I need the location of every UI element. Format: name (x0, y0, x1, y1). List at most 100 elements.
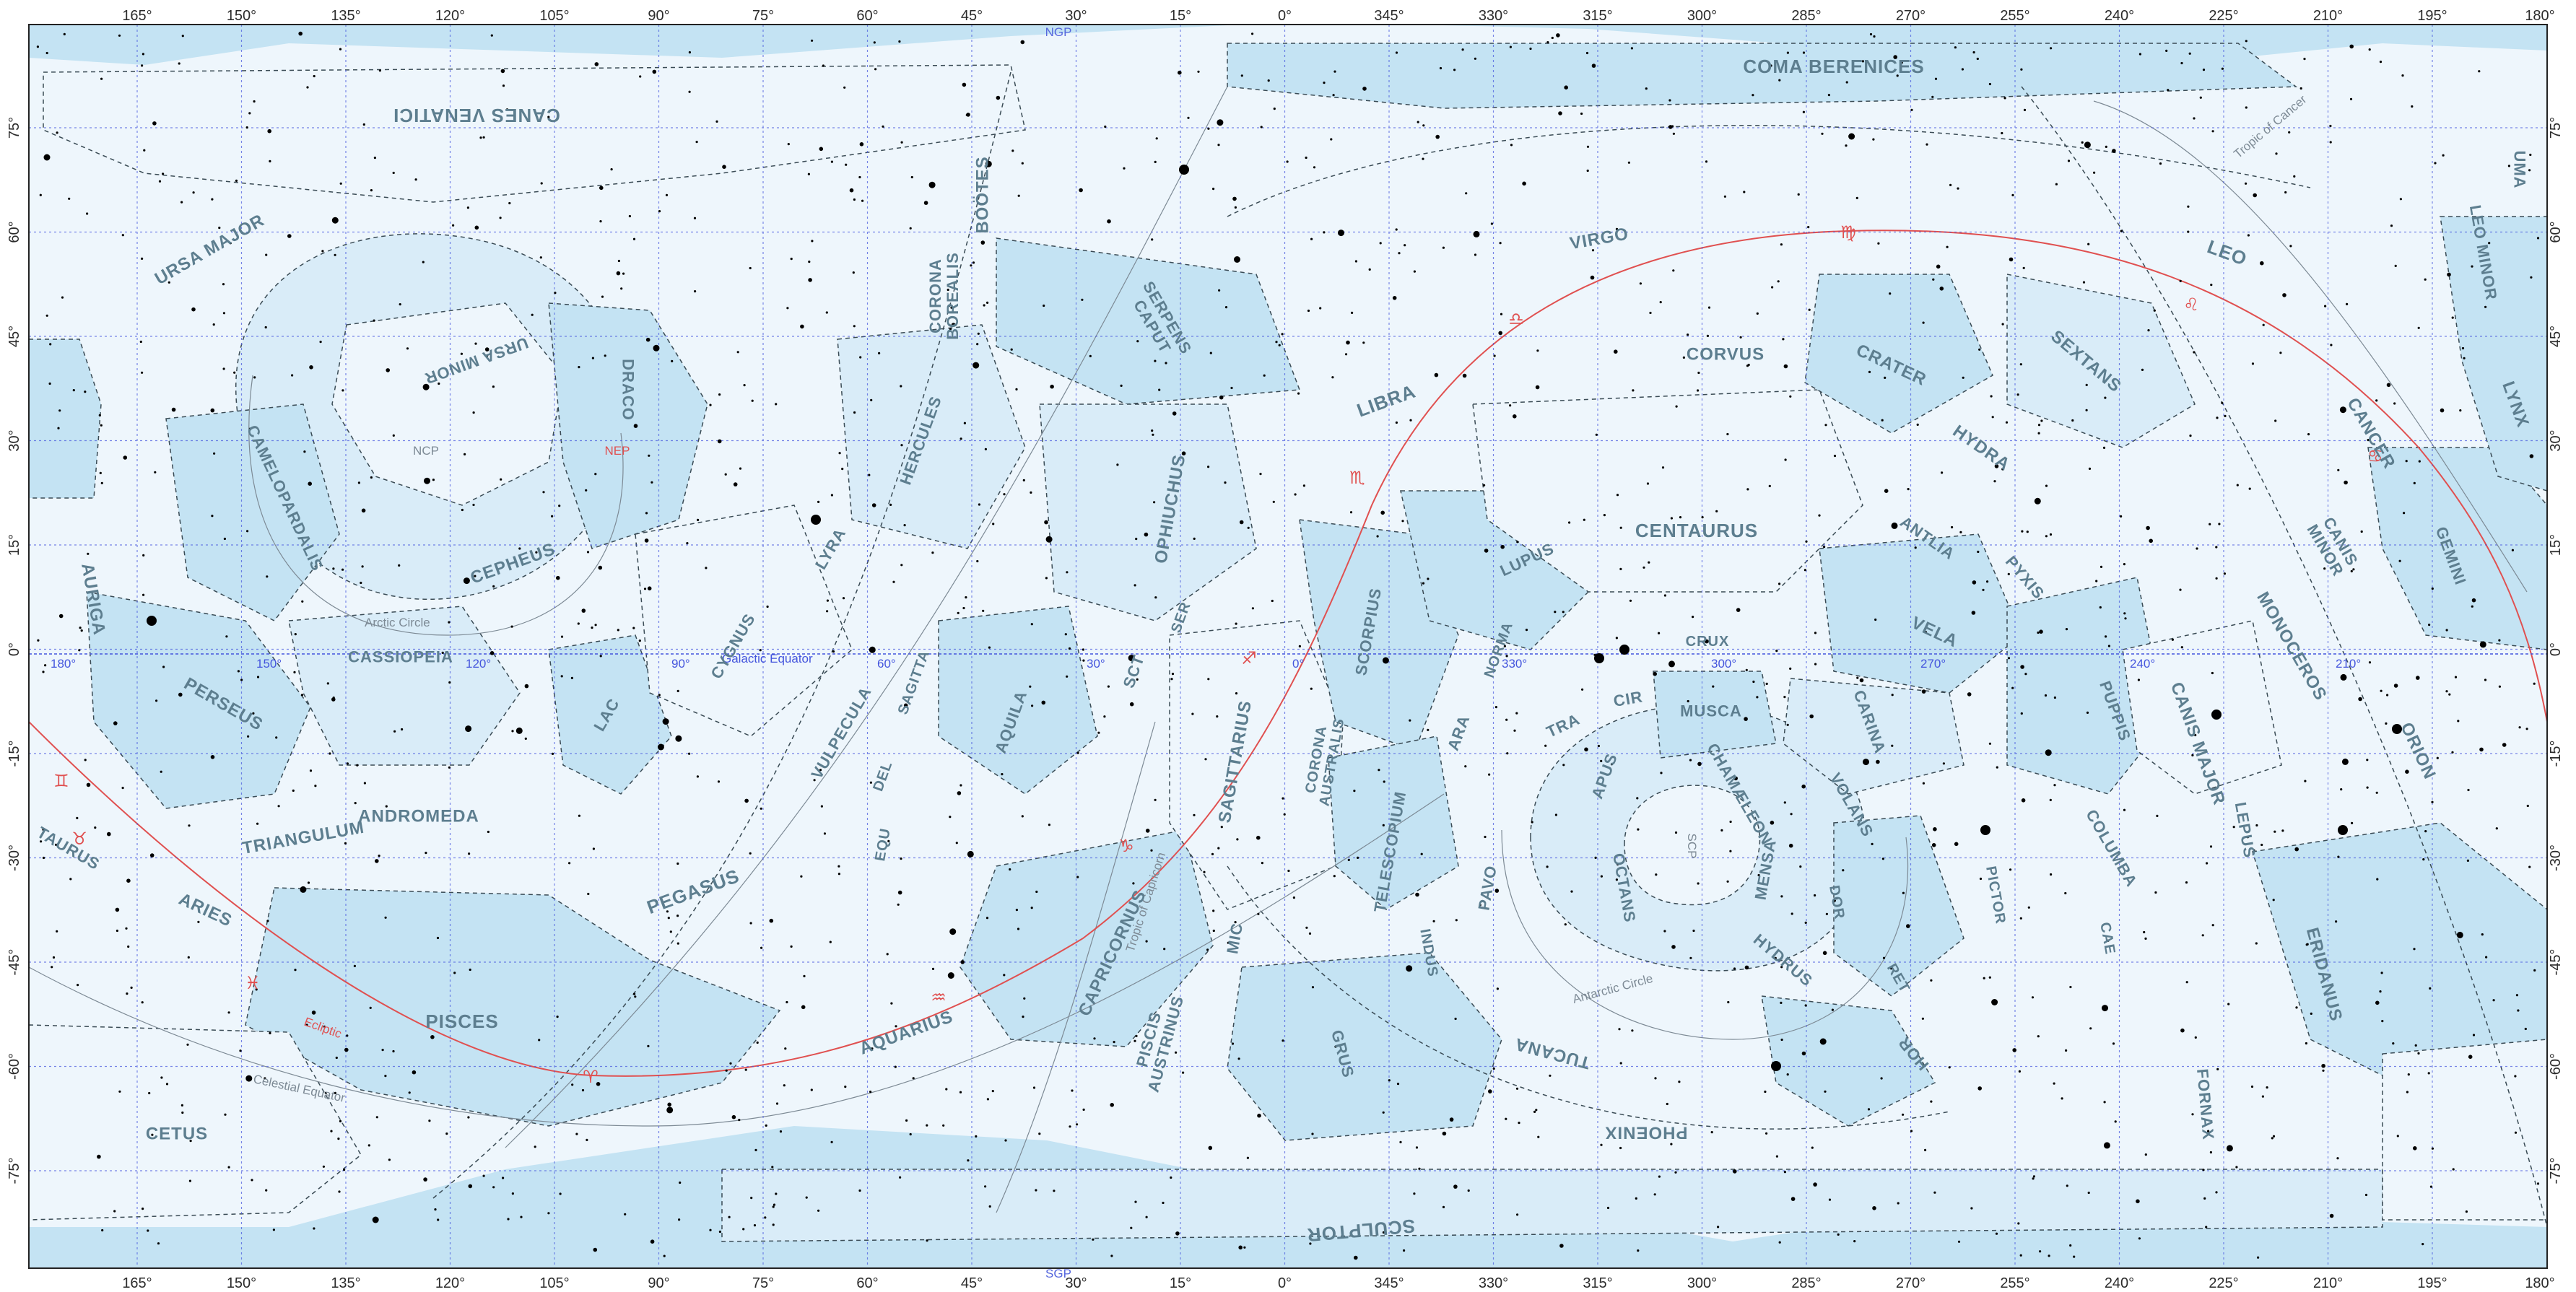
star (947, 288, 949, 292)
star (518, 547, 521, 550)
arctic-circle-line (248, 375, 624, 636)
dec-tick-left: 0° (6, 642, 22, 656)
star (811, 39, 814, 42)
star (1583, 518, 1585, 521)
star (239, 1049, 242, 1052)
star (800, 875, 803, 878)
star (1867, 1108, 1871, 1111)
star (63, 32, 66, 36)
star (1922, 321, 1925, 324)
star (1743, 191, 1746, 193)
star (1600, 1143, 1603, 1146)
ra-tick-bottom: 15° (1170, 1275, 1191, 1291)
star (1871, 842, 1874, 845)
star (1113, 1041, 1115, 1044)
star (2407, 1073, 2410, 1076)
star (571, 1083, 574, 1086)
star (2340, 673, 2347, 681)
star (1197, 70, 1200, 73)
star (1110, 1103, 1114, 1107)
star (51, 966, 53, 969)
star (751, 399, 754, 402)
star (769, 918, 774, 923)
star (235, 179, 238, 182)
star (2020, 665, 2024, 669)
star (1493, 354, 1496, 357)
star (1610, 763, 1614, 766)
star (386, 368, 390, 372)
star (292, 789, 295, 792)
star (1872, 1206, 1876, 1210)
star (1757, 873, 1760, 877)
star (2255, 942, 2258, 945)
star (256, 822, 259, 825)
star (1786, 51, 1789, 54)
star (210, 408, 215, 413)
star (1790, 1197, 1796, 1201)
star (1881, 857, 1884, 860)
star (2136, 1199, 2140, 1204)
star (2431, 1147, 2434, 1150)
star (1819, 1038, 1827, 1045)
bright-star (2338, 825, 2348, 835)
star (900, 385, 902, 388)
star (1789, 395, 1792, 398)
star (2055, 183, 2058, 185)
star (985, 160, 992, 167)
star (1746, 488, 1749, 491)
star (2340, 788, 2343, 791)
star (2235, 1166, 2238, 1169)
constellation-label: CORVUS (1687, 344, 1764, 364)
star (1802, 51, 1806, 54)
star (39, 193, 42, 196)
star (960, 960, 965, 964)
star (1890, 967, 1893, 970)
constellation-name: CASSIOPEIA (348, 648, 453, 666)
star (2515, 994, 2518, 997)
star (1500, 544, 1505, 549)
star (474, 575, 477, 577)
star (2417, 1052, 2420, 1055)
star (1175, 1231, 1180, 1236)
star (1996, 766, 1998, 769)
star (1488, 773, 1491, 776)
star (266, 575, 269, 578)
star (1178, 70, 1182, 75)
star (147, 1229, 149, 1232)
star (775, 1192, 778, 1195)
star (1697, 882, 1700, 885)
star (1586, 145, 1590, 148)
star (1916, 423, 1919, 427)
star (167, 281, 170, 284)
region-canes-venatici (43, 64, 1026, 203)
curve-south-arc (1227, 865, 1950, 1130)
star (126, 878, 131, 883)
star (2272, 1135, 2276, 1138)
star (1043, 304, 1045, 307)
star (647, 1044, 650, 1047)
star (2185, 881, 2188, 884)
star (229, 242, 232, 245)
star (2484, 305, 2487, 308)
star (705, 567, 708, 569)
constellation-name: PHOENIX (1604, 1123, 1687, 1143)
star (1017, 927, 1020, 930)
star (988, 1205, 991, 1208)
star (960, 784, 962, 787)
star (2196, 547, 2198, 550)
star (2180, 646, 2183, 649)
star (1081, 298, 1084, 301)
star (1237, 1057, 1240, 1060)
star (585, 489, 588, 492)
star (1154, 596, 1157, 599)
star (772, 1205, 775, 1208)
star (1653, 1193, 1656, 1196)
star (967, 1159, 970, 1162)
ra-tick-bottom: 285° (1791, 1275, 1821, 1291)
tropic-capricorn-line (996, 721, 1156, 1213)
star (2417, 326, 2420, 329)
star (1954, 46, 1957, 49)
star (772, 1223, 775, 1226)
star (1097, 731, 1100, 734)
star (1537, 1135, 1540, 1138)
